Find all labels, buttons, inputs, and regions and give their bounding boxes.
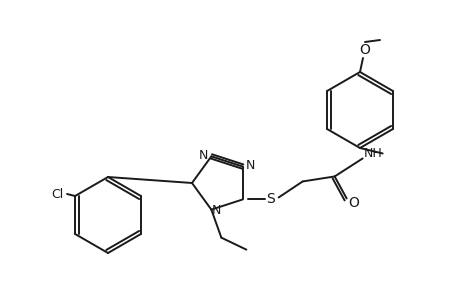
Text: O: O (359, 43, 369, 57)
Text: O: O (347, 196, 358, 211)
Text: NH: NH (363, 147, 381, 160)
Text: N: N (211, 204, 221, 217)
Text: N: N (198, 149, 207, 162)
Text: N: N (246, 159, 255, 172)
Text: S: S (266, 193, 274, 206)
Text: Cl: Cl (51, 188, 63, 200)
